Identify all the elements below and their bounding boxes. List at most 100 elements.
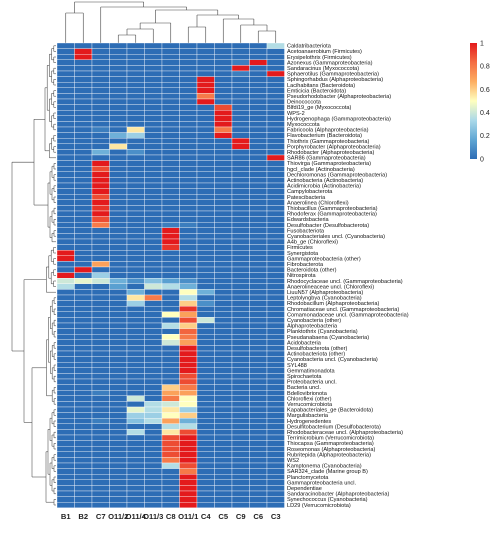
heatmap-cell: [214, 188, 233, 195]
row-label: SAR324_clade (Marine group B): [287, 469, 368, 475]
heatmap-cell: [266, 345, 285, 352]
heatmap-cell: [249, 390, 268, 396]
heatmap-cell: [179, 143, 198, 150]
heatmap-cell: [56, 250, 75, 256]
heatmap-cell: [91, 390, 110, 396]
heatmap-cell: [179, 238, 198, 245]
heatmap-cell: [91, 250, 110, 256]
heatmap-cell: [196, 294, 215, 301]
row-label: Bacteroidota (other): [287, 268, 337, 274]
heatmap-cell: [196, 390, 215, 396]
heatmap-cell: [179, 250, 198, 256]
heatmap-cell: [91, 451, 110, 458]
heatmap-cell: [56, 440, 75, 447]
heatmap-cell: [266, 446, 285, 452]
heatmap-cell: [214, 317, 233, 324]
heatmap-cell: [266, 311, 285, 318]
heatmap-cell: [266, 182, 285, 189]
heatmap-cell: [266, 188, 285, 195]
heatmap-cell: [249, 272, 268, 279]
heatmap-cell: [91, 166, 110, 172]
heatmap-cell: [196, 82, 215, 88]
heatmap-cell: [91, 149, 110, 156]
heatmap-cell: [249, 149, 268, 156]
heatmap-cell: [91, 490, 110, 497]
heatmap-cell: [161, 93, 180, 100]
heatmap-cell: [109, 98, 128, 105]
row-label: Thiothrix (Gammaproteobacteria): [287, 139, 370, 145]
heatmap-cell: [144, 54, 163, 60]
heatmap-cell: [144, 502, 163, 508]
heatmap-cell: [161, 339, 180, 346]
heatmap-cell: [109, 390, 128, 396]
heatmap-cell: [196, 384, 215, 391]
heatmap-cell: [266, 82, 285, 88]
heatmap-cell: [56, 485, 75, 492]
heatmap-cell: [249, 250, 268, 256]
column-label: O11/2: [108, 512, 128, 521]
heatmap-cell: [179, 171, 198, 178]
heatmap-cell: [179, 294, 198, 301]
heatmap-cell: [126, 300, 145, 307]
heatmap-cell: [74, 378, 93, 385]
heatmap-cell: [91, 462, 110, 469]
heatmap-cell: [56, 367, 75, 374]
heatmap-cell: [196, 418, 215, 424]
heatmap-cell: [109, 272, 128, 279]
heatmap-cell: [214, 182, 233, 189]
heatmap-cell: [249, 350, 268, 357]
heatmap-cell: [266, 306, 285, 312]
heatmap-cell: [109, 216, 128, 223]
heatmap-cell: [231, 154, 250, 161]
heatmap-cell: [74, 244, 93, 251]
heatmap-cell: [231, 339, 250, 346]
heatmap-cell: [161, 283, 180, 290]
column-label: O11/4: [126, 512, 147, 521]
heatmap-cell: [266, 496, 285, 503]
heatmap-cell: [161, 115, 180, 122]
row-label: Bacteria uncl.: [287, 385, 321, 391]
heatmap-cell: [91, 294, 110, 301]
heatmap-cell: [214, 474, 233, 480]
heatmap-cell: [179, 339, 198, 346]
heatmap-cell: [161, 474, 180, 480]
heatmap-cell: [231, 289, 250, 296]
heatmap-cell: [109, 59, 128, 66]
heatmap-cell: [74, 283, 93, 290]
heatmap-cell: [91, 345, 110, 352]
heatmap-cell: [214, 177, 233, 184]
heatmap-cell: [196, 311, 215, 318]
row-label: Synergistota: [287, 251, 319, 257]
heatmap-cell: [109, 451, 128, 458]
heatmap-cell: [91, 356, 110, 363]
column-dendrogram: [65, 1, 277, 43]
heatmap-cell: [74, 216, 93, 223]
heatmap-cell: [126, 294, 145, 301]
heatmap-cell: [126, 311, 145, 318]
heatmap-cell: [126, 429, 145, 436]
heatmap-cell: [214, 255, 233, 262]
heatmap-cell: [74, 350, 93, 357]
heatmap-cell: [126, 82, 145, 88]
heatmap-cell: [109, 490, 128, 497]
heatmap-cell: [74, 490, 93, 497]
heatmap-cell: [266, 384, 285, 391]
heatmap-cell: [214, 250, 233, 256]
heatmap-cell: [266, 278, 285, 284]
heatmap-cell: [266, 490, 285, 497]
heatmap-cell: [91, 171, 110, 178]
heatmap-cell: [56, 468, 75, 475]
heatmap-cell: [214, 42, 233, 49]
heatmap-cell: [214, 462, 233, 469]
heatmap-cell: [109, 289, 128, 296]
heatmap-cell: [266, 440, 285, 447]
heatmap-cell: [196, 143, 215, 150]
heatmap-cell: [161, 160, 180, 167]
heatmap-cell: [91, 194, 110, 200]
heatmap-cell: [231, 238, 250, 245]
heatmap-cell: [231, 468, 250, 475]
heatmap-cell: [161, 334, 180, 340]
heatmap-cell: [56, 429, 75, 436]
heatmap-cell: [266, 479, 285, 486]
heatmap-cell: [266, 462, 285, 469]
